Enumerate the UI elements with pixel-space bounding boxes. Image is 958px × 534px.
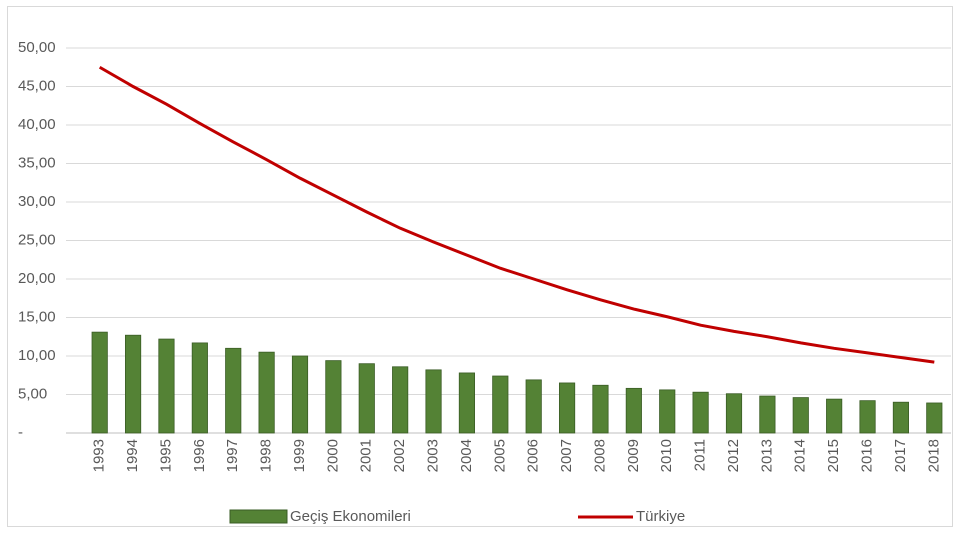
x-tick-label: 2010 (658, 439, 675, 472)
bar (692, 391, 709, 434)
bar (725, 393, 743, 434)
bar (225, 347, 242, 434)
bar (458, 372, 476, 434)
x-tick-label: 2003 (425, 439, 442, 472)
x-tick-label: 2013 (758, 439, 775, 472)
y-tick-label: - (18, 424, 23, 441)
bar (191, 342, 208, 434)
x-tick-label: 2018 (925, 439, 942, 472)
bar (525, 379, 542, 434)
x-tick-label: 2008 (591, 439, 608, 472)
x-tick-label: 1998 (258, 439, 275, 472)
y-tick-label: 45,00 (18, 77, 56, 94)
x-tick-label: 1996 (191, 439, 208, 472)
bar (325, 360, 342, 434)
x-tick-label: 2002 (391, 439, 408, 472)
bar (926, 402, 943, 434)
bar (859, 400, 876, 434)
bar (425, 369, 442, 434)
x-tick-label: 1995 (157, 439, 174, 472)
bar (625, 387, 642, 434)
x-tick-label: 2016 (859, 439, 876, 472)
y-tick-label: 40,00 (18, 116, 56, 133)
x-tick-label: 2014 (792, 439, 809, 472)
x-tick-label: 2011 (692, 439, 709, 471)
x-tick-label: 2007 (558, 439, 575, 472)
x-tick-label: 2012 (725, 439, 742, 472)
x-tick-label: 2009 (625, 439, 642, 472)
bar (826, 398, 843, 434)
y-tick-label: 5,00 (18, 385, 47, 402)
x-tick-label: 1999 (291, 439, 308, 472)
bar (258, 351, 275, 434)
x-tick-label: 1993 (91, 439, 108, 472)
x-tick-label: 2006 (525, 439, 542, 472)
bar (558, 382, 576, 434)
x-tick-label: 2005 (491, 439, 508, 472)
bar (892, 401, 910, 434)
y-tick-label: 15,00 (18, 308, 56, 325)
y-tick-label: 30,00 (18, 193, 56, 210)
legend-label: Geçiş Ekonomileri (290, 508, 411, 525)
bar (291, 355, 309, 434)
bar (492, 375, 509, 434)
bar (392, 366, 409, 434)
bar (358, 363, 375, 434)
x-tick-label: 2017 (892, 439, 909, 472)
bar (759, 395, 776, 434)
legend-swatch (229, 509, 288, 524)
x-tick-label: 1994 (124, 439, 141, 472)
x-tick-label: 2015 (825, 439, 842, 472)
line (98, 65, 935, 364)
bar (158, 338, 175, 434)
legend-label: Türkiye (636, 508, 685, 525)
y-tick-label: 50,00 (18, 39, 56, 56)
y-tick-label: 10,00 (18, 347, 56, 364)
x-tick-label: 2001 (358, 439, 375, 472)
x-tick-label: 2004 (458, 439, 475, 472)
bar (124, 334, 142, 434)
bar (91, 331, 108, 434)
bar (659, 389, 676, 434)
bar (592, 384, 609, 434)
bar (792, 397, 809, 434)
chart-border (7, 6, 953, 527)
y-tick-label: 35,00 (18, 154, 56, 171)
x-tick-label: 2000 (324, 439, 341, 472)
x-tick-label: 1997 (224, 439, 241, 472)
y-tick-label: 25,00 (18, 231, 56, 248)
y-tick-label: 20,00 (18, 270, 56, 287)
